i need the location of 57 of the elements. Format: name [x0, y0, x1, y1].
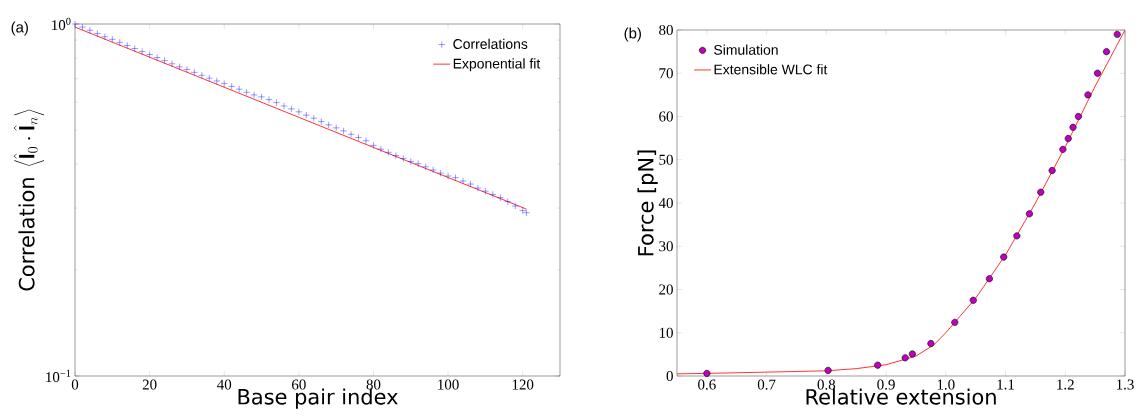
point: [1113, 30, 1121, 38]
y-tick-label: 80: [659, 24, 673, 36]
x-tick-label: 20: [142, 379, 157, 390]
point: [1084, 91, 1092, 99]
chart-title: (a): [11, 21, 28, 36]
line-series: [677, 30, 1126, 375]
x-tick-label: 1.3: [1116, 379, 1134, 390]
y-tick-label: 50: [659, 154, 673, 165]
x-tick-label: 1.2: [1057, 379, 1074, 390]
y-axis-title: Force [pN]: [637, 150, 658, 256]
point: [1000, 253, 1008, 261]
point: [1037, 188, 1045, 196]
point: [1059, 145, 1067, 153]
point: [985, 275, 993, 283]
point: [927, 340, 935, 348]
point: [1069, 123, 1077, 131]
y-tick-label: 10: [659, 327, 673, 338]
x-tick-label: 100: [438, 379, 459, 390]
x-tick-label: 0.8: [817, 379, 836, 390]
point: [1013, 232, 1021, 240]
point: [951, 318, 959, 326]
point: [1094, 69, 1102, 77]
point: [874, 361, 882, 369]
y-tick-label: 10$^{−1}$: [46, 369, 71, 383]
y-tick-label: 30: [659, 241, 673, 252]
x-tick-label: 0: [71, 379, 79, 390]
x-tick-label: 40: [217, 379, 232, 390]
x-tick-label: 0.7: [757, 379, 776, 390]
y-tick-label: 60: [659, 111, 673, 122]
y-tick-label: 40: [658, 197, 673, 209]
x-tick-label: 120: [512, 379, 534, 390]
point: [703, 369, 711, 377]
x-tick-label: 80: [366, 379, 381, 390]
chart-title: (b): [624, 27, 641, 42]
y-tick-label: 20: [659, 284, 673, 295]
legend-label: Correlations: [453, 38, 528, 49]
x-tick-label: 0.9: [877, 379, 895, 390]
point: [969, 296, 977, 304]
point: [901, 354, 909, 362]
point: [1102, 48, 1110, 56]
point: [824, 366, 832, 374]
legend-label: Exponential fit: [453, 58, 541, 72]
x-tick-label: 1.1: [997, 379, 1014, 390]
legend-label: Extensible WLC fit: [714, 64, 828, 75]
x-tick-label: 0.6: [698, 379, 716, 390]
point: [908, 350, 916, 358]
y-axis-title: $\mbox{Correlation}\;\left\langle\hat{\mathbf{l}}_0\cdot\hat{\mathbf{l}}_n\right\rangle$: [13, 109, 45, 291]
point: [1048, 167, 1056, 175]
y-tick-label: 10$^{0}$: [52, 17, 71, 31]
point: [1074, 113, 1082, 120]
y-tick-label: 70: [659, 68, 673, 79]
y-tick-label: 0: [666, 370, 673, 382]
x-tick-label: 60: [292, 379, 306, 390]
x-tick-label: 1.0: [937, 379, 955, 390]
point: [1064, 135, 1072, 143]
legend-label: Simulation: [714, 44, 778, 55]
point: [1025, 210, 1033, 218]
